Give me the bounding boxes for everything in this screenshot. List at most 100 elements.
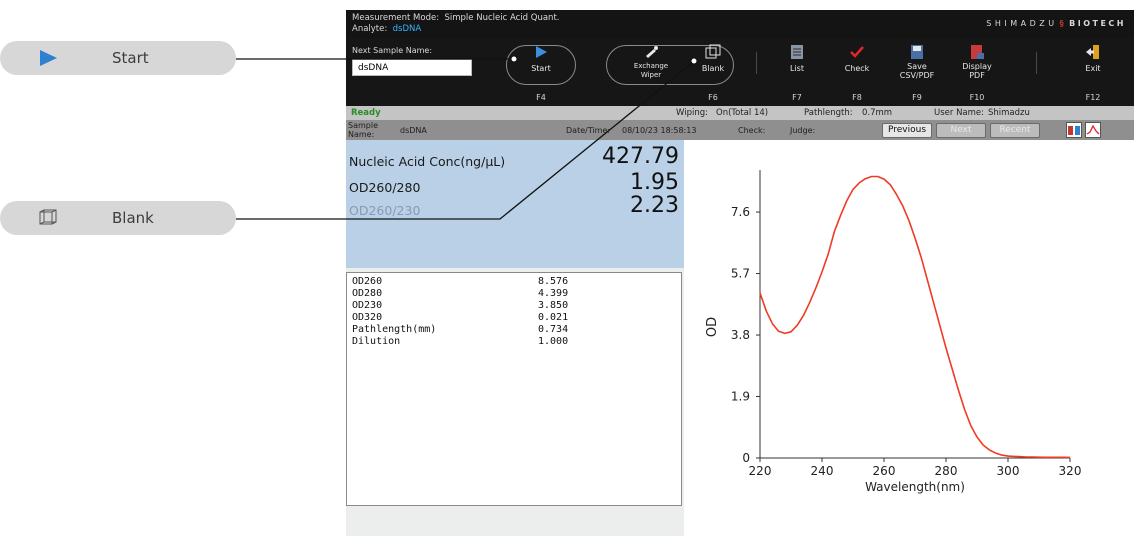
start-button-label: Start [531,64,551,73]
sample-name-value: dsDNA [400,126,427,135]
exchange-wiper-label: Exchange Wiper [633,62,669,79]
summary-box: Nucleic Acid Conc(ng/µL) 427.79 OD260/28… [346,140,684,268]
measurement-mode-value: Simple Nucleic Acid Quant. [444,13,560,23]
user-name-value: Shimadzu [988,108,1030,118]
cube-icon [39,209,57,225]
save-disk-icon [911,45,923,59]
save-csv-pdf-label: Save CSV/PDF [899,62,935,80]
start-key: F4 [536,93,546,102]
exit-door-icon [1086,45,1099,59]
y-tick-label: 7.6 [731,205,750,219]
datetime-label: Date/Time: [566,126,611,135]
status-bar: Ready Wiping: On(Total 14) Pathlength: 0… [346,106,1134,120]
y-tick-label: 0 [742,451,750,465]
analyte: Analyte: dsDNA [352,24,421,35]
check-key: F8 [852,93,862,102]
user-name-label: User Name: [934,108,985,118]
exit-button-label: Exit [1085,64,1101,73]
toolbar: Next Sample Name: Start F4 Exchange Wipe… [346,38,1134,106]
start-button[interactable]: Start F4 [506,44,576,104]
detail-value: 1.000 [538,336,569,347]
spectrum-chart-panel: 220 240 260 280 300 320 0 1.9 3.8 5.7 7.6 Wavelengt… [684,140,1134,536]
summary-value: 1.95 [630,170,679,195]
wiper-icon [646,46,658,58]
detail-label: Dilution [352,336,401,347]
detail-label: OD260 [352,276,383,287]
save-csv-pdf-button[interactable]: Save CSV/PDF F9 [882,44,952,104]
next-button[interactable]: Next [936,123,986,138]
sample-info-bar: Sample Name: dsDNA Date/Time: 08/10/23 1… [346,120,1134,140]
summary-label: Nucleic Acid Conc(ng/µL) [349,154,506,169]
start-callout-label: Start [112,49,149,67]
cube-icon [705,44,721,59]
x-tick-label: 240 [811,464,834,478]
play-icon [536,46,547,58]
blank-key: F6 [708,93,718,102]
display-pdf-button[interactable]: Display PDF F10 [942,44,1012,104]
analyte-value: dsDNA [392,24,422,34]
detail-label: Pathlength(mm) [352,324,437,335]
summary-value: 2.23 [630,193,679,218]
title-bar: Measurement Mode: Simple Nucleic Acid Qu… [346,10,1134,38]
exchange-wiper-button[interactable]: Exchange Wiper [616,44,686,104]
recent-button[interactable]: Recent [990,123,1040,138]
check-button-label: Check [844,64,870,73]
blank-callout-label: Blank [112,209,154,227]
y-tick-label: 1.9 [731,390,750,404]
blank-button[interactable]: Blank F6 [678,44,748,104]
toolbar-divider [756,52,757,74]
x-tick-label: 260 [873,464,896,478]
play-icon [40,50,57,66]
detail-value: 8.576 [538,276,569,287]
wiping-label: Wiping: [676,108,708,118]
x-tick-label: 220 [749,464,772,478]
wiping-value: On(Total 14) [716,108,769,118]
analyte-label: Analyte: [352,24,388,34]
detail-value: 0.021 [538,312,569,323]
brand-logo: SHIMADZU § BIOTECH [986,19,1126,28]
judge-label: Judge: [790,126,816,135]
details-table: OD260 8.576 OD280 4.399 OD230 3.850 OD32… [346,272,682,506]
toolbar-divider [1036,52,1037,74]
detail-label: OD230 [352,300,383,311]
brand-left: SHIMADZU [986,19,1058,28]
check-button[interactable]: Check F8 [822,44,892,104]
detail-value: 0.734 [538,324,569,335]
summary-row-260-230: OD260/230 2.23 [349,193,679,223]
display-pdf-label: Display PDF [962,62,992,80]
list-button-label: List [790,64,804,73]
x-tick-label: 300 [997,464,1020,478]
display-pdf-key: F10 [969,93,985,102]
next-sample-input[interactable] [352,59,472,76]
list-key: F7 [792,93,802,102]
start-callout: Start [0,41,236,75]
detail-value: 3.850 [538,300,569,311]
blank-callout: Blank [0,201,236,235]
exit-button[interactable]: Exit F12 [1058,44,1128,104]
x-tick-label: 320 [1059,464,1082,478]
list-button[interactable]: List F7 [762,44,832,104]
previous-button[interactable]: Previous [882,123,932,138]
save-key: F9 [912,93,922,102]
y-tick-label: 5.7 [731,267,750,281]
x-axis-title: Wavelength(nm) [865,480,965,494]
pathlength-label: Pathlength: [804,108,853,118]
spectrum-view-icon[interactable] [1085,122,1101,138]
status-ready: Ready [351,108,381,118]
measurement-mode: Measurement Mode: Simple Nucleic Acid Qu… [352,13,559,24]
list-icon [791,45,803,59]
detail-label: OD280 [352,288,383,299]
summary-label: OD260/230 [349,203,421,218]
measurement-mode-label: Measurement Mode: [352,13,440,23]
od-spectrum-line [759,175,1071,459]
pathlength-value: 0.7mm [862,108,893,118]
exit-key: F12 [1085,93,1101,102]
sample-name-label: Sample Name: [348,121,378,139]
datetime-value: 08/10/23 18:58:13 [622,126,697,135]
blank-button-label: Blank [701,64,725,73]
table-view-icon[interactable] [1066,122,1082,138]
pdf-icon [971,45,984,59]
y-tick-label: 3.8 [731,328,750,342]
detail-value: 4.399 [538,288,569,299]
checkmark-icon [850,46,864,58]
